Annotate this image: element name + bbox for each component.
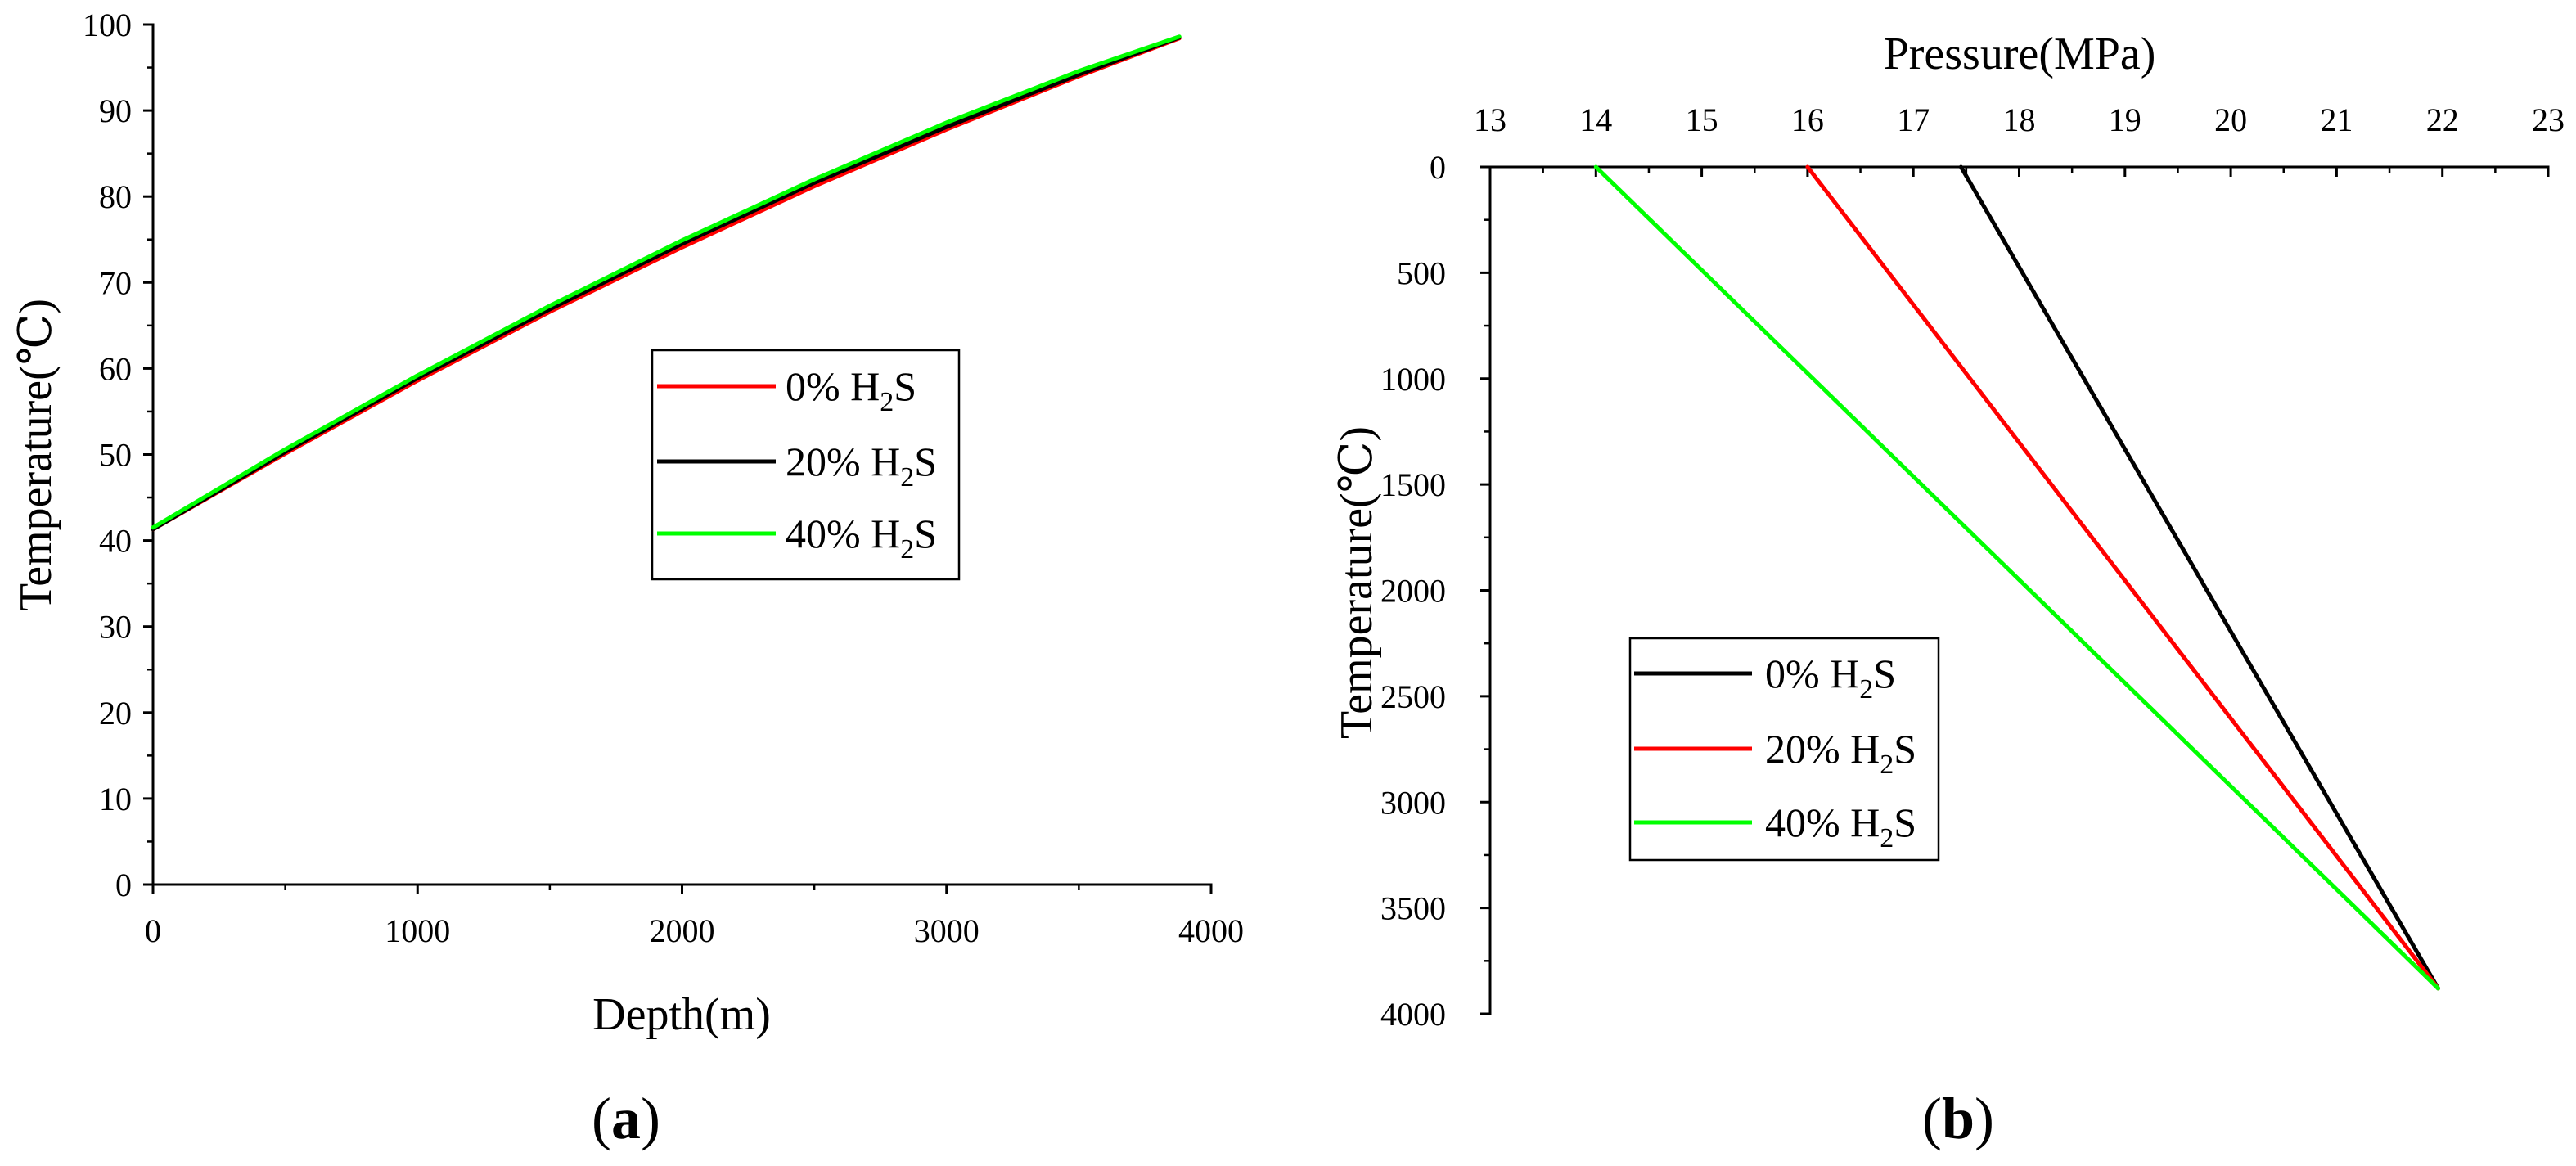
legend-label-subscript: 2 xyxy=(900,462,914,493)
panel-label: (b) xyxy=(1922,1086,1994,1151)
x-tick-label: 2000 xyxy=(650,912,715,949)
legend-entry: 0% H2S xyxy=(657,363,916,417)
y-tick-label: 60 xyxy=(99,350,132,387)
y-tick-label: 1500 xyxy=(1380,466,1446,503)
legend-label-main: 40% H xyxy=(1765,799,1880,845)
legend-entry: 40% H2S xyxy=(1634,799,1916,853)
x-tick-label: 23 xyxy=(2532,101,2565,138)
legend-label: 40% H2S xyxy=(1765,799,1916,853)
legend-label-subscript: 2 xyxy=(1880,750,1894,780)
panel-label-close-paren: ) xyxy=(1975,1086,1994,1151)
y-axis-title: Temperature(℃) xyxy=(1331,426,1382,739)
y-tick-label: 0 xyxy=(1430,149,1446,186)
legend-entry: 40% H2S xyxy=(657,511,937,565)
y-tick-label: 2500 xyxy=(1380,678,1446,715)
legend-label-tail: S xyxy=(914,439,937,484)
legend-entry: 20% H2S xyxy=(1634,726,1916,780)
legend-label-tail: S xyxy=(1873,651,1896,696)
legend-label-main: 0% H xyxy=(786,363,880,409)
legend-label: 0% H2S xyxy=(1765,651,1896,705)
y-tick-label: 2000 xyxy=(1380,573,1446,610)
panel-label-open-paren: ( xyxy=(1922,1086,1942,1151)
legend-label: 20% H2S xyxy=(1765,726,1916,780)
legend-label: 40% H2S xyxy=(786,511,937,565)
legend-label-main: 20% H xyxy=(1765,726,1880,772)
y-tick-label: 80 xyxy=(99,178,132,215)
y-tick-label: 90 xyxy=(99,92,132,129)
x-tick-label: 18 xyxy=(2003,101,2036,138)
y-tick-label: 3500 xyxy=(1380,890,1446,927)
legend-label: 0% H2S xyxy=(786,363,916,417)
x-tick-label: 0 xyxy=(145,912,161,949)
x-tick-label: 15 xyxy=(1686,101,1718,138)
legend-label-subscript: 2 xyxy=(1880,823,1894,853)
x-tick-label: 14 xyxy=(1579,101,1612,138)
legend-label-main: 40% H xyxy=(786,511,900,556)
panel-label-open-paren: ( xyxy=(592,1086,611,1151)
x-tick-label: 21 xyxy=(2320,101,2353,138)
y-tick-label: 10 xyxy=(99,781,132,817)
legend-label-tail: S xyxy=(914,511,937,556)
panel-a-temperature-vs-depth: 0 1000 2000 3000 4000 0 10 20 30 40 50 60 70 80 90 100 D… xyxy=(11,7,1244,1151)
series-line-0pct-h2s xyxy=(1958,164,2440,991)
x-tick-label: 16 xyxy=(1791,101,1824,138)
y-tick-label: 20 xyxy=(99,695,132,732)
series-line-40pct-h2s xyxy=(151,34,1182,530)
y-tick-label: 3000 xyxy=(1380,784,1446,821)
panel-b-pressure-vs-depth: 13 14 15 16 17 18 19 20 21 22 23050010001500200025… xyxy=(1331,29,2565,1151)
x-tick-label: 4000 xyxy=(1178,912,1244,949)
x-axis-title: Depth(m) xyxy=(592,989,771,1040)
y-axis-title: Temperature(℃) xyxy=(11,299,61,611)
x-tick-label: 20 xyxy=(2214,101,2247,138)
y-tick-label: 0 xyxy=(115,867,132,903)
x-tick-label: 19 xyxy=(2109,101,2141,138)
legend-label-tail: S xyxy=(1894,726,1916,772)
x-tick-label: 1000 xyxy=(385,912,450,949)
x-axis-title: Pressure(MPa) xyxy=(1884,29,2156,79)
legend-entry: 20% H2S xyxy=(657,439,937,493)
y-tick-label: 1000 xyxy=(1380,361,1446,398)
panel-label-letter: a xyxy=(611,1086,641,1151)
legend-box xyxy=(651,349,961,581)
y-tick-label: 50 xyxy=(99,437,132,474)
y-tick-label: 70 xyxy=(99,264,132,301)
legend-label-tail: S xyxy=(894,363,916,409)
y-tick-label: 40 xyxy=(99,523,132,560)
panel-label-letter: b xyxy=(1942,1086,1975,1151)
legend-label: 20% H2S xyxy=(786,439,937,493)
legend-label-main: 0% H xyxy=(1765,651,1859,696)
legend-label-subscript: 2 xyxy=(880,387,894,417)
x-tick-label: 17 xyxy=(1897,101,1930,138)
legend-label-main: 20% H xyxy=(786,439,900,484)
series-line-20pct-h2s xyxy=(1805,164,2440,991)
legend-label-tail: S xyxy=(1894,799,1916,845)
legend-entry: 0% H2S xyxy=(1634,651,1896,705)
x-tick-label: 22 xyxy=(2426,101,2459,138)
panel-label-close-paren: ) xyxy=(641,1086,660,1151)
x-tick-label: 13 xyxy=(1474,101,1506,138)
panel-label: (a) xyxy=(592,1086,660,1151)
y-tick-label: 4000 xyxy=(1380,996,1446,1033)
x-tick-label: 3000 xyxy=(914,912,980,949)
y-tick-label: 100 xyxy=(83,7,132,43)
series-line-20pct-h2s xyxy=(151,35,1182,532)
series-line-40pct-h2s xyxy=(1593,164,2440,991)
y-tick-label: 30 xyxy=(99,609,132,646)
legend-label-subscript: 2 xyxy=(900,534,914,565)
y-tick-label: 500 xyxy=(1397,254,1446,291)
legend-label-subscript: 2 xyxy=(1859,674,1873,705)
